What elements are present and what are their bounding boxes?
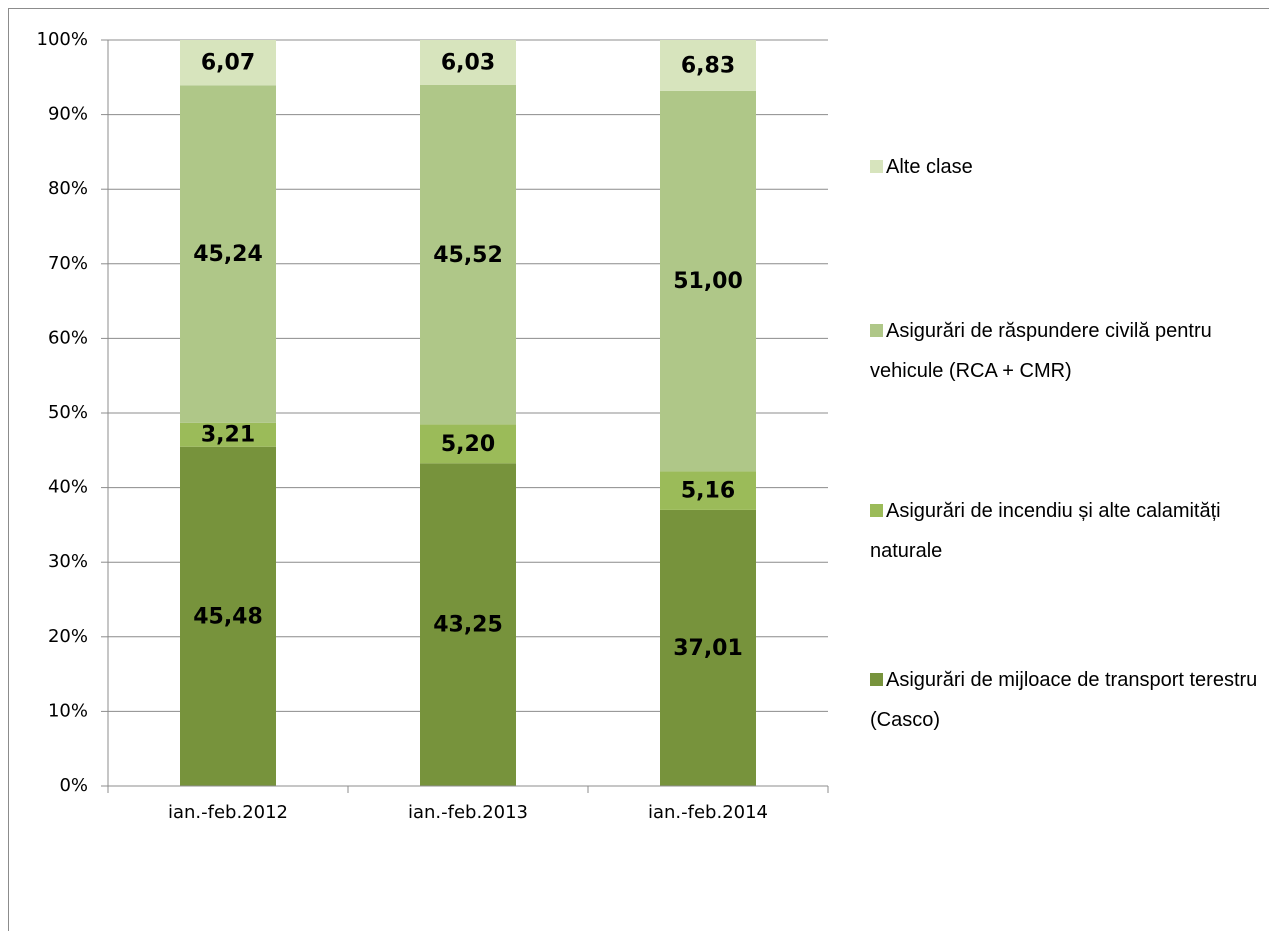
y-tick-label: 20% — [48, 626, 88, 647]
y-tick-label: 30% — [48, 551, 88, 572]
y-tick-label: 40% — [48, 477, 88, 498]
x-tick-label: ian.-feb.2013 — [408, 802, 528, 823]
legend-swatch — [870, 673, 883, 686]
legend-label: Asigurări de răspundere civilă pentru ve… — [870, 320, 1212, 382]
bar-segment — [660, 90, 756, 472]
value-label: 45,52 — [433, 243, 503, 268]
y-tick-label: 10% — [48, 700, 88, 721]
x-tick-label: ian.-feb.2012 — [168, 802, 288, 823]
legend-label: Alte clase — [886, 156, 973, 178]
legend-label: Asigurări de mijloace de transport teres… — [870, 669, 1258, 731]
value-label: 6,07 — [201, 51, 255, 76]
value-label: 37,01 — [673, 636, 743, 661]
chart-frame — [8, 8, 1269, 931]
value-label: 5,16 — [681, 479, 735, 504]
y-tick-label: 70% — [48, 253, 88, 274]
value-label: 51,00 — [673, 269, 743, 294]
value-label: 6,03 — [441, 50, 495, 75]
bar-segment — [420, 40, 516, 85]
legend-swatch — [870, 504, 883, 517]
legend-item: Alte clase — [870, 147, 1262, 187]
y-tick-label: 80% — [48, 178, 88, 199]
legend-item: Asigurări de mijloace de transport teres… — [870, 660, 1262, 740]
y-tick-label: 90% — [48, 104, 88, 125]
bar-segment — [660, 471, 756, 510]
x-tick-label: ian.-feb.2014 — [648, 802, 768, 823]
bar-segment — [180, 446, 276, 786]
y-tick-label: 100% — [37, 29, 88, 50]
value-label: 43,25 — [433, 613, 503, 638]
bar-segment — [180, 85, 276, 423]
bar-segment — [420, 84, 516, 425]
y-tick-label: 50% — [48, 402, 88, 423]
bar-segment — [420, 424, 516, 464]
legend-item: Asigurări de răspundere civilă pentru ve… — [870, 311, 1262, 391]
value-label: 6,83 — [681, 53, 735, 78]
legend-swatch — [870, 160, 883, 173]
bar-segment — [660, 40, 756, 91]
legend-label: Asigurări de incendiu și alte calamități… — [870, 500, 1221, 562]
bar-segment — [420, 463, 516, 786]
value-label: 5,20 — [441, 432, 495, 457]
value-label: 3,21 — [201, 423, 255, 448]
legend-swatch — [870, 324, 883, 337]
legend-item: Asigurări de incendiu și alte calamități… — [870, 491, 1262, 571]
bar-segment — [660, 509, 756, 786]
value-label: 45,48 — [193, 604, 263, 629]
y-tick-label: 0% — [59, 775, 88, 796]
bar-segment — [180, 40, 276, 86]
bar-segment — [180, 422, 276, 447]
y-tick-label: 60% — [48, 327, 88, 348]
value-label: 45,24 — [193, 242, 263, 267]
